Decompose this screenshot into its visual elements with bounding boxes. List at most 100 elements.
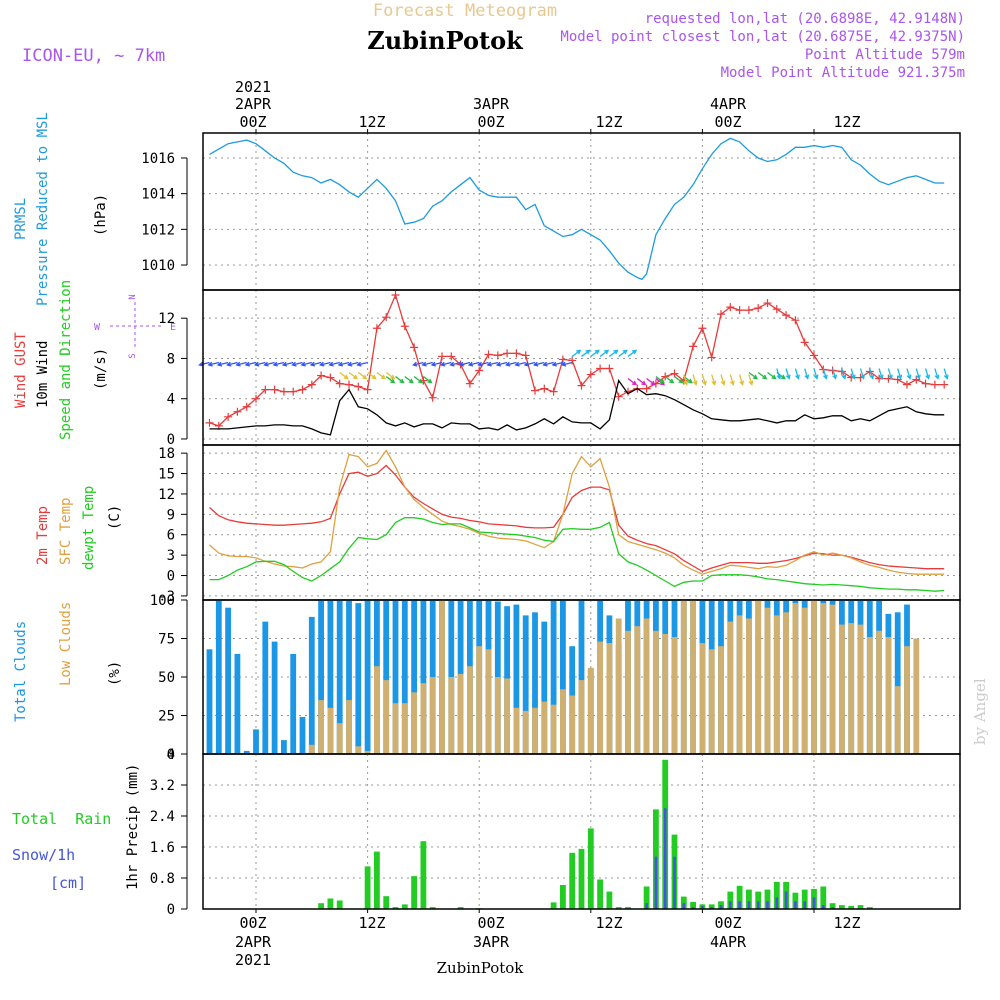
gust-marker xyxy=(577,381,586,390)
wind-arrow xyxy=(385,372,395,380)
wind-arrow-head xyxy=(542,361,548,367)
wind-arrow-head xyxy=(390,378,396,384)
top-hour-label: 00Z xyxy=(477,113,504,131)
y-tick-label: 4 xyxy=(167,392,175,408)
bar-total-clouds xyxy=(225,607,231,754)
y-tick-label: 3.2 xyxy=(150,778,175,794)
panel-precip: 0 0.8 1.6 2.4 3.2 4 xyxy=(150,747,961,918)
gust-marker xyxy=(698,324,707,333)
wind-arrow-head xyxy=(585,349,591,355)
wind-arrow xyxy=(283,361,294,366)
bar-low-clouds xyxy=(615,618,622,754)
wind-arrow-head xyxy=(804,374,810,380)
bar-snow-1h xyxy=(803,901,806,910)
wind-arrow-head xyxy=(352,374,359,380)
wind-arrow xyxy=(627,349,637,357)
bar-total-rain xyxy=(457,907,464,909)
wind-arrow xyxy=(906,368,911,379)
bar-low-clouds xyxy=(383,680,390,754)
bar-total-rain xyxy=(411,876,417,909)
bar-snow-1h xyxy=(794,901,797,910)
wind-arrow-head xyxy=(319,361,325,367)
wind-arrow-head xyxy=(897,374,903,380)
bar-snow-1h xyxy=(673,856,676,909)
wind-arrow-head xyxy=(356,361,362,367)
bar-total-rain xyxy=(773,881,780,909)
bar-total-rain xyxy=(866,907,873,909)
precip-unit: 1hr Precip (mm) xyxy=(125,764,141,890)
gust-marker xyxy=(363,385,372,394)
wind-arrow-head xyxy=(263,361,269,367)
gust-marker xyxy=(902,380,911,389)
bottom-date-label-2apr: 2APR xyxy=(235,933,272,951)
wind-arrow xyxy=(571,349,581,357)
wind-arrow-head xyxy=(560,361,567,367)
bar-low-clouds xyxy=(829,604,836,754)
wind-arrow-head xyxy=(439,361,446,367)
bar-total-clouds xyxy=(206,649,213,754)
gust-marker xyxy=(791,316,800,325)
wind-arrow-head xyxy=(551,361,557,367)
wind-arrow xyxy=(869,368,874,379)
gust-marker xyxy=(298,385,307,394)
wind-arrow-head xyxy=(412,361,418,367)
bar-snow-1h xyxy=(663,808,667,910)
bar-low-clouds xyxy=(522,710,529,754)
wind-arrow xyxy=(348,361,359,366)
plot-area: 101010121014101604812-303691215180255075… xyxy=(141,129,961,918)
wind-arrow-head xyxy=(943,374,949,380)
wind-arrow xyxy=(199,361,210,366)
bar-low-clouds xyxy=(634,626,641,754)
wind-arrow xyxy=(915,368,920,379)
wind-arrow-head xyxy=(762,374,768,380)
wind-arrow xyxy=(320,361,331,366)
wind-arrow xyxy=(348,372,358,380)
bar-low-clouds xyxy=(541,701,548,754)
bar-low-clouds xyxy=(374,666,380,754)
wind-arrow xyxy=(524,361,536,366)
wind-arrow xyxy=(683,374,688,385)
wind-arrow xyxy=(822,368,827,379)
bar-total-rain xyxy=(680,896,687,909)
wind-arrow-head xyxy=(739,380,745,386)
wind-arrow xyxy=(738,374,744,385)
gust-marker xyxy=(503,349,512,358)
top-hour-label: 12Z xyxy=(358,113,385,131)
wind-arrow-head xyxy=(771,374,777,380)
bar-low-clouds xyxy=(727,621,734,754)
wind-arrow-head xyxy=(390,374,396,380)
wind-arrow-head xyxy=(399,378,405,384)
wind-arrow-head xyxy=(687,378,693,384)
wind-arrow-head xyxy=(622,349,628,355)
wind-arrow-head xyxy=(421,361,427,367)
gust-marker xyxy=(735,306,744,315)
compass-east: E xyxy=(170,322,176,333)
bar-low-clouds xyxy=(671,637,678,754)
wind-arrow xyxy=(636,378,646,386)
panel-frame xyxy=(202,753,961,910)
station-title: ZubinPotok xyxy=(367,26,524,55)
bar-total-rain xyxy=(420,841,427,909)
bar-snow-1h xyxy=(645,903,648,909)
wind-arrow xyxy=(674,376,683,384)
wind-arrow xyxy=(423,376,432,384)
gust-marker xyxy=(475,366,484,375)
bottom-date-label-3apr: 3APR xyxy=(473,933,510,951)
wind-arrow-head xyxy=(915,374,921,380)
y-tick-label: 0 xyxy=(167,432,175,448)
y-tick-label: 0 xyxy=(167,902,175,918)
bar-low-clouds xyxy=(792,603,799,754)
bar-total-rain xyxy=(606,891,613,909)
bar-total-clouds xyxy=(532,612,538,754)
wind-arrow-head xyxy=(650,380,656,386)
pressure-unit: (hPa) xyxy=(93,194,109,236)
precip-labels: Total Rain Snow/1h [cm] 1hr Precip (mm) xyxy=(12,764,141,892)
bar-snow-1h xyxy=(775,897,779,909)
wind-arrow-head xyxy=(272,361,278,367)
gust-marker xyxy=(270,385,279,394)
wind-arrow-head xyxy=(720,380,726,386)
bar-total-clouds xyxy=(894,612,901,754)
point-altitude: Point Altitude 579m xyxy=(805,47,965,63)
y-tick-label: 8 xyxy=(167,351,175,367)
